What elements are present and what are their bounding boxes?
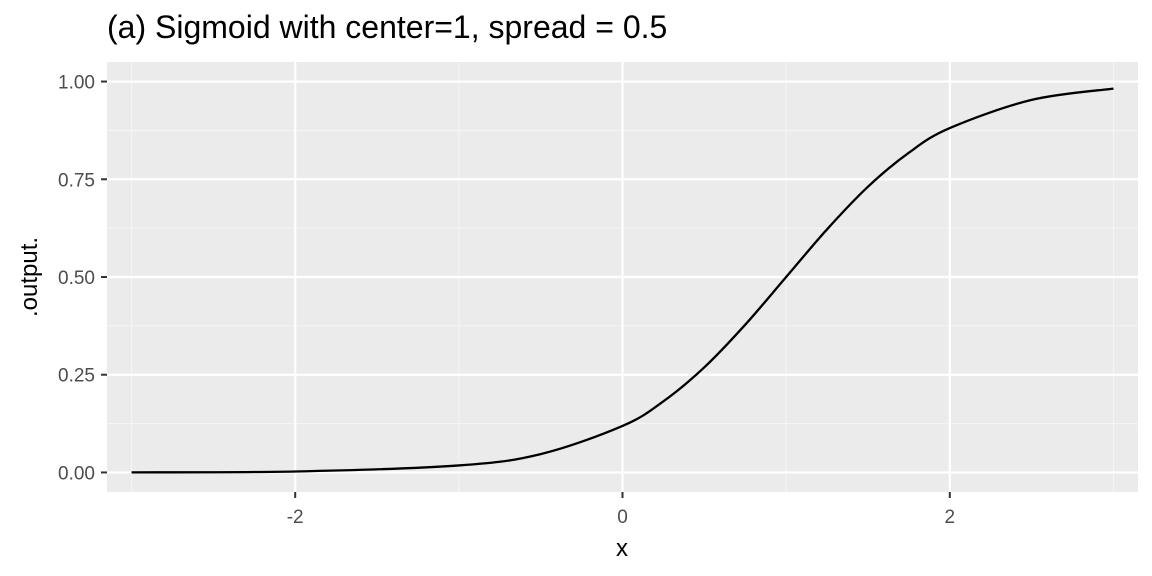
x-tick-label: 2 <box>945 507 956 528</box>
x-axis: -2 0 2 <box>287 492 955 528</box>
chart-title: (a) Sigmoid with center=1, spread = 0.5 <box>107 9 667 45</box>
y-tick-label: 0.50 <box>58 268 95 289</box>
y-tick-label: 0.75 <box>58 170 95 191</box>
y-axis-title: .output. <box>16 237 43 317</box>
y-tick-label: 0.00 <box>58 463 95 484</box>
x-tick-label: 0 <box>617 507 628 528</box>
x-tick-label: -2 <box>287 507 304 528</box>
y-tick-label: 0.25 <box>58 366 95 387</box>
x-axis-title: x <box>616 535 628 562</box>
y-tick-label: 1.00 <box>58 73 95 94</box>
sigmoid-curve <box>131 87 1114 474</box>
y-axis: 0.00 0.25 0.50 0.75 1.00 <box>58 73 107 484</box>
series-group <box>131 87 1114 474</box>
major-gridlines <box>107 62 1138 492</box>
